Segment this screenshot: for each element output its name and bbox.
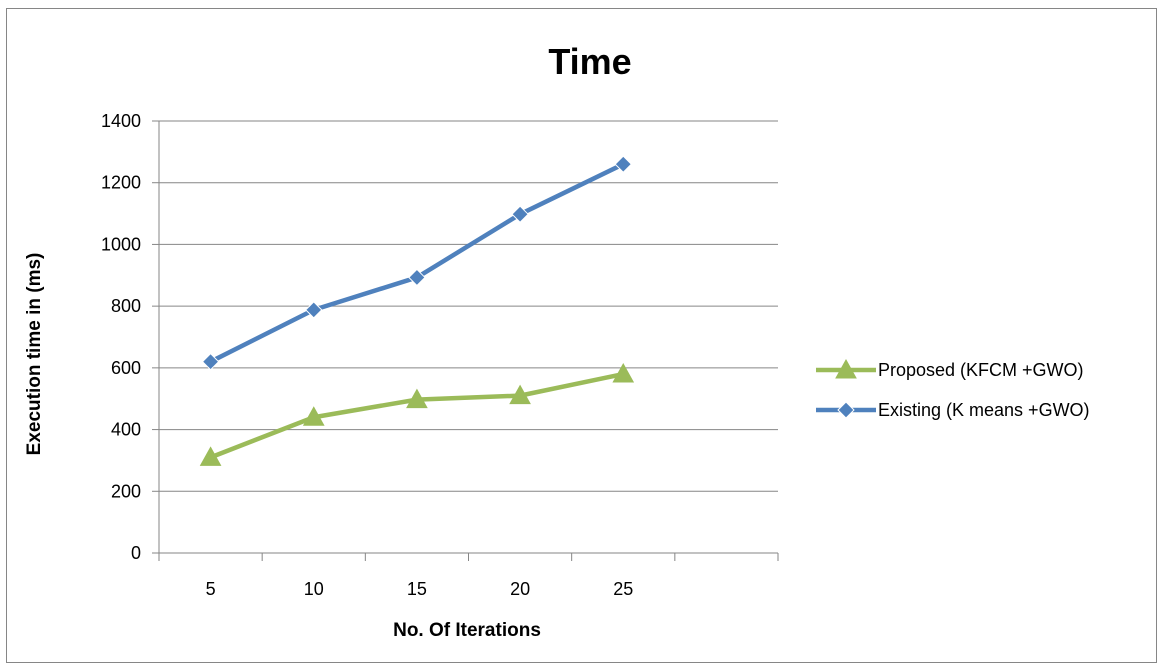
y-tick-label: 1000 [101,234,141,254]
y-tick-label: 800 [111,296,141,316]
data-point [408,268,426,287]
series-line [208,371,626,460]
y-tick-label: 400 [111,420,141,440]
x-tick-label: 25 [613,579,633,599]
legend: Proposed (KFCM +GWO) Existing (K means +G… [816,358,1090,420]
legend-item: Proposed (KFCM +GWO) [816,358,1084,380]
legend-label: Existing (K means +GWO) [878,400,1090,420]
chart-frame [6,8,1157,663]
data-point [305,301,323,319]
legend-item: Existing (K means +GWO) [816,400,1090,420]
x-axis-title: No. Of Iterations [393,620,541,641]
data-point [406,388,428,409]
data-point [201,352,220,371]
y-tick-label: 1400 [101,111,141,131]
legend-marker [837,401,855,419]
axes [152,120,779,561]
series-existing [201,155,632,371]
chart-title: Time [548,41,631,82]
y-tick-labels: 0 200 400 600 800 1000 1200 1400 [101,111,141,563]
data-point [509,384,531,405]
x-tick-label: 15 [407,579,427,599]
data-point [614,155,632,173]
y-tick-label: 200 [111,481,141,501]
data-series [199,155,635,466]
data-point [511,205,529,223]
x-tick-label: 20 [510,579,530,599]
data-point [302,406,325,426]
y-tick-label: 0 [131,543,141,563]
gridlines [159,120,778,492]
legend-marker [835,358,857,379]
y-axis-title: Execution time in (ms) [24,253,45,456]
x-tick-labels: 5 10 15 20 25 [206,579,634,599]
data-point [199,446,222,466]
legend-label: Proposed (KFCM +GWO) [878,360,1084,380]
data-point [612,362,635,383]
series-line [208,161,626,364]
x-tick-label: 5 [206,579,216,599]
series-proposed [199,362,635,466]
y-tick-label: 1200 [101,173,141,193]
x-tick-label: 10 [304,579,324,599]
y-tick-label: 600 [111,358,141,378]
